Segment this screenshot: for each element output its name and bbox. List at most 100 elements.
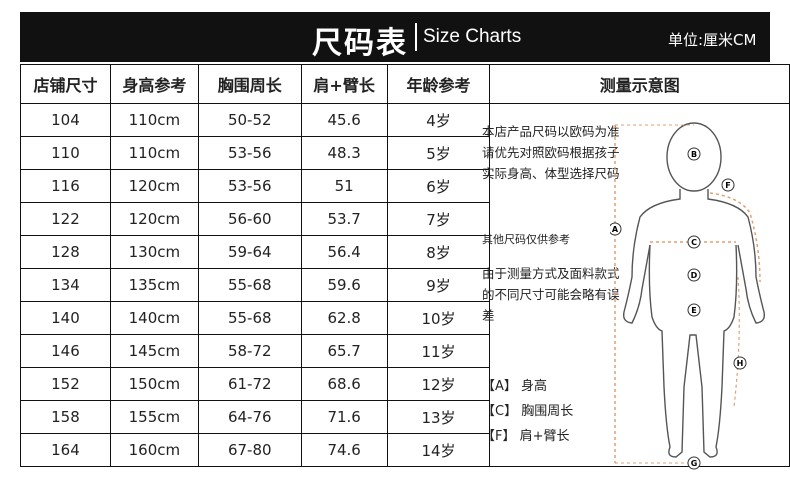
- cell-shoulder-arm: 53.7: [300, 202, 388, 236]
- cell-shoulder-arm: 62.8: [300, 301, 388, 335]
- measurement-diagram: 本店产品尺码以欧码为准请优先对照欧码根据孩子实际身高、体型选择尺码 其他尺码仅供…: [470, 103, 770, 473]
- cell-size: 110: [20, 136, 111, 170]
- cell-chest: 55-68: [197, 301, 302, 335]
- title-divider: [415, 23, 417, 51]
- cell-shoulder-arm: 71.6: [300, 400, 388, 434]
- page-subtitle: Size Charts: [423, 26, 522, 47]
- cell-chest: 58-72: [197, 334, 302, 368]
- header-height: 身高参考: [109, 64, 199, 104]
- cell-size: 116: [20, 169, 111, 203]
- table-row: 110 110cm 53-56 48.3 5岁: [20, 136, 790, 170]
- unit-label: 单位:厘米CM: [668, 31, 757, 49]
- size-table: 店铺尺寸 身高参考 胸围周长 肩+臂长 年龄参考 测量示意图 104 110cm 5…: [20, 64, 790, 467]
- marker-f: F: [721, 178, 735, 192]
- svg-text:E: E: [691, 306, 696, 315]
- cell-shoulder-arm: 48.3: [300, 136, 388, 170]
- body-outline: [622, 122, 766, 458]
- header-bar: 尺码表 Size Charts 单位:厘米CM: [20, 12, 770, 62]
- note-measurement-error: 由于测量方式及面料款式的不同尺寸可能会略有误差: [482, 266, 620, 323]
- cell-shoulder-arm: 45.6: [300, 103, 388, 137]
- table-row: 134 135cm 55-68 59.6 9岁: [20, 268, 790, 302]
- cell-height: 140cm: [109, 301, 199, 335]
- header-size: 店铺尺寸: [20, 64, 111, 104]
- cell-size: 146: [20, 334, 111, 368]
- cell-age: 8岁: [386, 235, 491, 269]
- cell-chest: 67-80: [197, 433, 302, 467]
- cell-height: 120cm: [109, 169, 199, 203]
- side-guide-line: [733, 276, 740, 408]
- cell-chest: 50-52: [197, 103, 302, 137]
- cell-height: 160cm: [109, 433, 199, 467]
- cell-age: 9岁: [386, 268, 491, 302]
- header-age: 年龄参考: [386, 64, 491, 104]
- table-row: 140 140cm 55-68 62.8 10岁: [20, 301, 790, 335]
- cell-height: 110cm: [109, 136, 199, 170]
- cell-size: 122: [20, 202, 111, 236]
- marker-e: E: [687, 303, 701, 317]
- cell-size: 152: [20, 367, 111, 401]
- marker-c: C: [687, 235, 701, 249]
- svg-text:G: G: [691, 459, 698, 468]
- svg-text:H: H: [737, 359, 744, 368]
- note-size-standard: 本店产品尺码以欧码为准请优先对照欧码根据孩子实际身高、体型选择尺码: [482, 124, 620, 181]
- cell-height: 145cm: [109, 334, 199, 368]
- header-shoulder-arm: 肩+臂长: [300, 64, 388, 104]
- marker-d: D: [687, 268, 701, 282]
- cell-age: 11岁: [386, 334, 491, 368]
- marker-g: G: [687, 456, 701, 470]
- cell-chest: 56-60: [197, 202, 302, 236]
- table-row: 158 155cm 64-76 71.6 13岁: [20, 400, 790, 434]
- cell-size: 104: [20, 103, 111, 137]
- cell-chest: 61-72: [197, 367, 302, 401]
- cell-chest: 53-56: [197, 169, 302, 203]
- diagram-cell: [489, 103, 790, 467]
- svg-text:C: C: [691, 238, 697, 247]
- table-row: 152 150cm 61-72 68.6 12岁: [20, 367, 790, 401]
- cell-shoulder-arm: 65.7: [300, 334, 388, 368]
- cell-age: 10岁: [386, 301, 491, 335]
- svg-text:A: A: [612, 225, 619, 234]
- legend-chest: 【C】 胸围周长: [482, 404, 574, 419]
- table-row: 104 110cm 50-52 45.6 4岁: [20, 103, 790, 467]
- shoulder-arm-guide-line: [709, 192, 761, 283]
- cell-height: 135cm: [109, 268, 199, 302]
- marker-a: A: [610, 222, 622, 236]
- cell-height: 110cm: [109, 103, 199, 137]
- cell-size: 128: [20, 235, 111, 269]
- cell-height: 120cm: [109, 202, 199, 236]
- svg-text:F: F: [725, 181, 730, 190]
- cell-shoulder-arm: 51: [300, 169, 388, 203]
- cell-age: 4岁: [386, 103, 491, 137]
- cell-size: 158: [20, 400, 111, 434]
- cell-shoulder-arm: 68.6: [300, 367, 388, 401]
- legend-height: 【A】 身高: [482, 379, 548, 394]
- cell-chest: 59-64: [197, 235, 302, 269]
- legend-shoulder-arm: 【F】 肩+臂长: [482, 429, 570, 444]
- page-title: 尺码表: [312, 26, 408, 61]
- cell-size: 164: [20, 433, 111, 467]
- header-diagram: 测量示意图: [489, 64, 790, 104]
- cell-age: 5岁: [386, 136, 491, 170]
- cell-shoulder-arm: 56.4: [300, 235, 388, 269]
- cell-height: 130cm: [109, 235, 199, 269]
- cell-age: 12岁: [386, 367, 491, 401]
- cell-height: 155cm: [109, 400, 199, 434]
- cell-age: 6岁: [386, 169, 491, 203]
- cell-height: 150cm: [109, 367, 199, 401]
- table-header-row: 店铺尺寸 身高参考 胸围周长 肩+臂长 年龄参考 测量示意图: [20, 64, 790, 104]
- header-chest: 胸围周长: [197, 64, 302, 104]
- svg-text:D: D: [691, 271, 698, 280]
- table-row: 128 130cm 59-64 56.4 8岁: [20, 235, 790, 269]
- cell-chest: 53-56: [197, 136, 302, 170]
- cell-size: 140: [20, 301, 111, 335]
- cell-shoulder-arm: 74.6: [300, 433, 388, 467]
- cell-age: 14岁: [386, 433, 491, 467]
- marker-h: H: [733, 356, 747, 370]
- table-row: 164 160cm 67-80 74.6 14岁: [20, 433, 790, 467]
- marker-b: B: [687, 147, 701, 161]
- cell-age: 7岁: [386, 202, 491, 236]
- child-body-figure: A B C D E F G H: [610, 122, 766, 470]
- note-other-sizes: 其他尺码仅供参考: [482, 233, 570, 246]
- cell-shoulder-arm: 59.6: [300, 268, 388, 302]
- table-row: 122 120cm 56-60 53.7 7岁: [20, 202, 790, 236]
